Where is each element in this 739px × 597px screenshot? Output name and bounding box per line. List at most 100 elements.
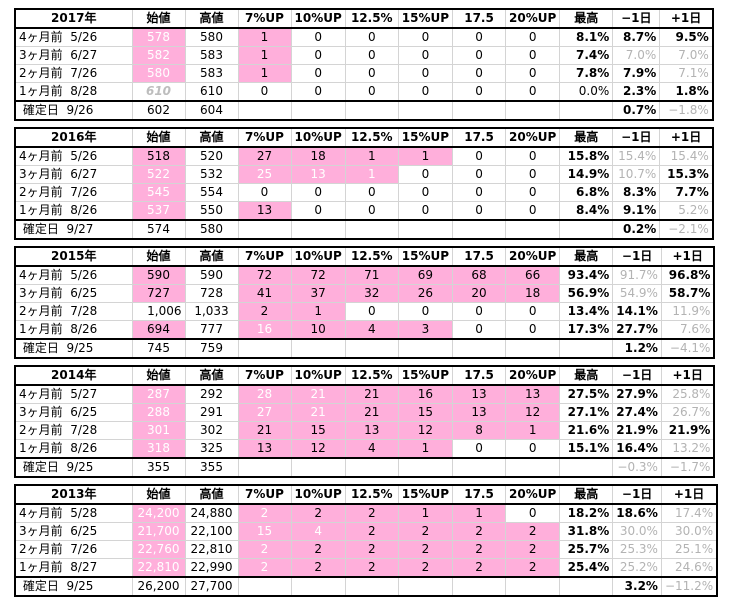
up-cell[interactable]: 15 — [290, 421, 346, 440]
plus1-cell[interactable]: 7.1% — [659, 64, 714, 83]
header-plus1[interactable]: +1日 — [660, 246, 715, 267]
high-cell[interactable]: 520 — [184, 146, 239, 166]
up-cell[interactable]: 2 — [397, 522, 454, 541]
year-label[interactable]: 2014年 — [14, 365, 133, 386]
up-cell[interactable]: 2 — [505, 522, 561, 541]
header-7up[interactable]: 7%UP — [237, 8, 292, 29]
high-cell[interactable]: 22,810 — [184, 540, 239, 559]
high-cell[interactable]: 355 — [184, 457, 239, 478]
open-cell[interactable]: 26,200 — [131, 576, 186, 597]
up-cell[interactable]: 13 — [452, 384, 507, 404]
minus1-cell[interactable]: 14.1% — [612, 302, 662, 321]
up-cell[interactable]: 0 — [505, 302, 561, 321]
up-cell[interactable]: 0 — [344, 201, 399, 221]
row-label[interactable]: 1ヶ月前 8/26 — [14, 320, 133, 340]
up-cell[interactable]: 4 — [344, 320, 399, 340]
up-cell[interactable]: 0 — [237, 82, 292, 102]
open-cell[interactable]: 22,810 — [131, 558, 186, 578]
confirm-label[interactable]: 確定日 9/27 — [14, 219, 133, 240]
confirm-label[interactable]: 確定日 9/26 — [14, 100, 133, 121]
header-max[interactable]: 最高 — [559, 365, 614, 386]
high-cell[interactable]: 22,990 — [184, 558, 239, 578]
header-plus1[interactable]: +1日 — [659, 8, 714, 29]
plus1-cell[interactable]: 30.0% — [660, 522, 718, 541]
header-high[interactable]: 高値 — [184, 127, 239, 148]
header-17-5[interactable]: 17.5 — [452, 365, 507, 386]
open-cell[interactable]: 727 — [131, 284, 186, 303]
up-cell[interactable]: 1 — [505, 421, 561, 440]
header-open[interactable]: 始値 — [131, 484, 186, 505]
row-label[interactable]: 4ヶ月前 5/26 — [14, 146, 133, 166]
up-cell[interactable]: 1 — [237, 27, 292, 47]
up-cell[interactable]: 2 — [505, 540, 561, 559]
up-cell[interactable]: 0 — [397, 201, 454, 221]
row-label[interactable]: 2ヶ月前 7/26 — [14, 183, 133, 202]
up-cell[interactable]: 2 — [237, 302, 292, 321]
minus1-cell[interactable]: 1.2% — [612, 338, 662, 359]
up-cell[interactable]: 2 — [397, 540, 454, 559]
plus1-cell[interactable]: −1.7% — [660, 457, 715, 478]
minus1-cell[interactable]: 91.7% — [612, 265, 662, 285]
minus1-cell[interactable]: 25.3% — [612, 540, 662, 559]
max-cell[interactable]: 8.4% — [559, 201, 614, 221]
high-cell[interactable]: 292 — [184, 384, 239, 404]
open-cell[interactable]: 545 — [131, 183, 186, 202]
up-cell[interactable]: 28 — [237, 384, 292, 404]
up-cell[interactable]: 0 — [344, 82, 399, 102]
high-cell[interactable]: 759 — [184, 338, 239, 359]
up-cell[interactable]: 2 — [237, 558, 292, 578]
max-cell[interactable]: 18.2% — [559, 503, 614, 523]
high-cell[interactable]: 777 — [184, 320, 239, 340]
plus1-cell[interactable]: −4.1% — [660, 338, 715, 359]
up-cell[interactable]: 13 — [290, 165, 346, 184]
minus1-cell[interactable]: 54.9% — [612, 284, 662, 303]
up-cell[interactable]: 2 — [344, 540, 399, 559]
header-7up[interactable]: 7%UP — [237, 484, 292, 505]
header-10up[interactable]: 10%UP — [290, 8, 346, 29]
header-open[interactable]: 始値 — [131, 246, 186, 267]
minus1-cell[interactable]: 0.2% — [612, 219, 661, 240]
header-open[interactable]: 始値 — [131, 127, 186, 148]
row-label[interactable]: 3ヶ月前 6/25 — [14, 284, 133, 303]
plus1-cell[interactable]: 9.5% — [659, 27, 714, 47]
minus1-cell[interactable]: 10.7% — [612, 165, 661, 184]
up-cell[interactable]: 0 — [290, 82, 346, 102]
header-12-5[interactable]: 12.5% — [344, 246, 399, 267]
minus1-cell[interactable]: 27.9% — [612, 384, 662, 404]
minus1-cell[interactable]: 30.0% — [612, 522, 662, 541]
minus1-cell[interactable]: 27.7% — [612, 320, 662, 340]
header-7up[interactable]: 7%UP — [237, 365, 292, 386]
up-cell[interactable]: 2 — [452, 558, 507, 578]
header-minus1[interactable]: −1日 — [612, 484, 662, 505]
plus1-cell[interactable]: 15.3% — [659, 165, 714, 184]
minus1-cell[interactable]: 0.7% — [612, 100, 661, 121]
plus1-cell[interactable]: 7.7% — [659, 183, 714, 202]
open-cell[interactable]: 590 — [131, 265, 186, 285]
up-cell[interactable]: 15 — [237, 522, 292, 541]
open-cell[interactable]: 694 — [131, 320, 186, 340]
up-cell[interactable]: 0 — [344, 46, 399, 65]
up-cell[interactable]: 2 — [237, 503, 292, 523]
header-20up[interactable]: 20%UP — [505, 484, 561, 505]
max-cell[interactable]: 27.1% — [559, 403, 614, 422]
header-10up[interactable]: 10%UP — [290, 484, 346, 505]
up-cell[interactable]: 0 — [397, 27, 454, 47]
max-cell[interactable]: 25.7% — [559, 540, 614, 559]
open-cell[interactable]: 578 — [131, 27, 186, 47]
high-cell[interactable]: 554 — [184, 183, 239, 202]
up-cell[interactable]: 1 — [344, 165, 399, 184]
up-cell[interactable]: 12 — [397, 421, 454, 440]
header-max[interactable]: 最高 — [559, 127, 614, 148]
up-cell[interactable]: 0 — [452, 146, 507, 166]
up-cell[interactable]: 12 — [290, 439, 346, 459]
high-cell[interactable]: 24,880 — [184, 503, 239, 523]
up-cell[interactable]: 1 — [290, 302, 346, 321]
minus1-cell[interactable]: −0.3% — [612, 457, 662, 478]
open-cell[interactable]: 602 — [131, 100, 186, 121]
row-label[interactable]: 2ヶ月前 7/28 — [14, 421, 133, 440]
up-cell[interactable]: 0 — [505, 320, 561, 340]
max-cell[interactable]: 14.9% — [559, 165, 614, 184]
open-cell[interactable]: 301 — [131, 421, 186, 440]
max-cell[interactable]: 15.8% — [559, 146, 614, 166]
open-cell[interactable]: 318 — [131, 439, 186, 459]
